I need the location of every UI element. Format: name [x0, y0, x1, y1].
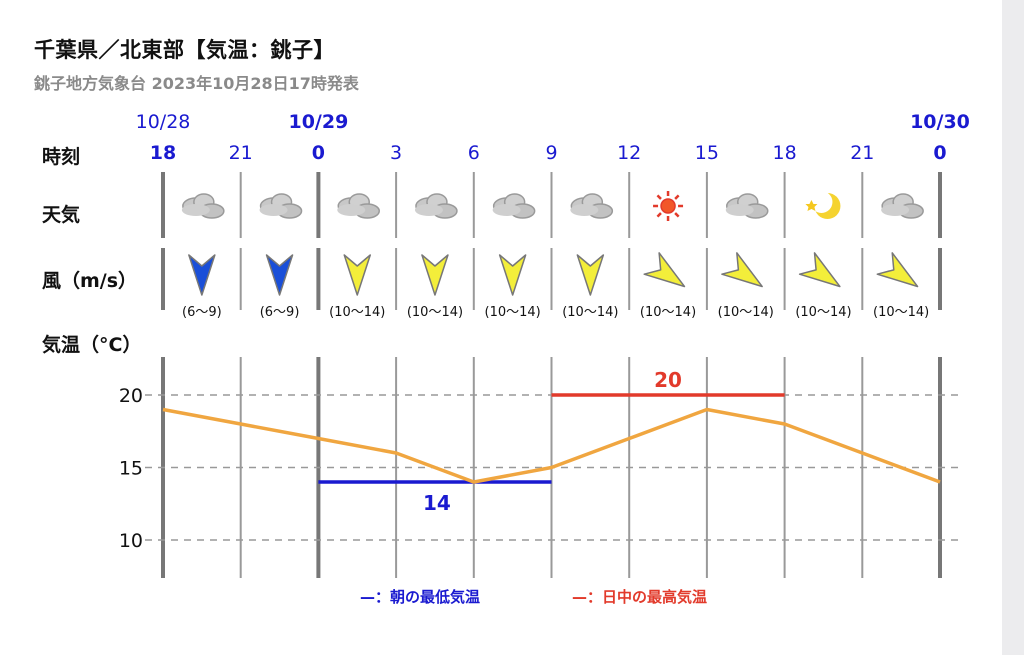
- cloud-icon: [725, 193, 769, 219]
- wind-speed-label: (6〜9): [182, 305, 222, 320]
- hour-label: 0: [312, 142, 325, 164]
- weather-row-label: 天気: [42, 204, 81, 226]
- issuer-subtitle: 銚子地方気象台 2023年10月28日17時発表: [34, 74, 359, 93]
- min-temp-label: 14: [423, 491, 451, 515]
- scrollbar-track[interactable]: [1002, 0, 1024, 655]
- cloud-icon: [414, 193, 458, 219]
- cloud-icon: [492, 193, 536, 219]
- forecast-chart: 10/28 10/29 10/30 18 21 0 3 6 9 12 15 18 21 0 (6〜9) (6…: [119, 111, 970, 578]
- hour-label: 9: [545, 142, 557, 164]
- wind-row-label: 風（m/s）: [42, 270, 138, 292]
- hour-label: 3: [390, 142, 402, 164]
- wind-speed-label: (10〜14): [485, 305, 541, 320]
- cloud-icon: [259, 193, 303, 219]
- wind-speed-label: (10〜14): [407, 305, 463, 320]
- wind-arrow-icon: [265, 254, 294, 296]
- wind-arrow-icon: [343, 254, 371, 296]
- cloud-icon: [337, 193, 380, 219]
- cloud-icon: [570, 193, 614, 219]
- wind-speed-label: (10〜14): [329, 305, 385, 320]
- wind-speed-label: (10〜14): [562, 305, 618, 320]
- wind-speed-label: (10〜14): [795, 305, 851, 320]
- date-label: 10/30: [910, 111, 970, 133]
- legend-min-temp: —：朝の最低気温: [360, 588, 481, 606]
- time-row-label: 時刻: [42, 146, 81, 168]
- cloud-icon: [881, 193, 924, 219]
- page-title: 千葉県／北東部【気温：銚子】: [34, 38, 335, 62]
- hour-label: 18: [150, 142, 176, 164]
- hour-label: 12: [617, 142, 641, 164]
- date-label: 10/28: [136, 111, 191, 133]
- max-temp-label: 20: [654, 368, 682, 392]
- hour-label: 21: [229, 142, 253, 164]
- forecast-card: [0, 0, 1002, 655]
- sun-icon: [653, 191, 684, 221]
- wind-arrow-icon: [721, 252, 763, 288]
- hour-label: 6: [468, 142, 480, 164]
- wind-arrow-icon: [798, 252, 841, 288]
- wind-speed-label: (6〜9): [260, 305, 300, 320]
- hour-label: 15: [695, 142, 719, 164]
- wind-arrow-icon: [421, 254, 449, 296]
- temp-row-label: 気温（°C）: [42, 334, 142, 356]
- date-label: 10/29: [288, 111, 348, 133]
- cloud-icon: [181, 193, 225, 219]
- wind-arrow-icon: [188, 254, 216, 296]
- y-tick-label: 15: [119, 458, 143, 480]
- wind-arrow-icon: [876, 252, 919, 288]
- y-tick-label: 20: [119, 385, 143, 407]
- wind-arrow-icon: [643, 252, 686, 288]
- legend-max-temp: —：日中の最高気温: [572, 588, 708, 606]
- hour-label: 18: [773, 142, 797, 164]
- wind-speed-label: (10〜14): [873, 305, 929, 320]
- wind-speed-label: (10〜14): [718, 305, 774, 320]
- moon-star-icon: [805, 191, 841, 219]
- wind-speed-label: (10〜14): [640, 305, 696, 320]
- hour-label: 0: [933, 142, 946, 164]
- wind-arrow-icon: [576, 254, 605, 296]
- wind-arrow-icon: [498, 254, 527, 296]
- hour-label: 21: [850, 142, 874, 164]
- y-tick-label: 10: [119, 530, 143, 552]
